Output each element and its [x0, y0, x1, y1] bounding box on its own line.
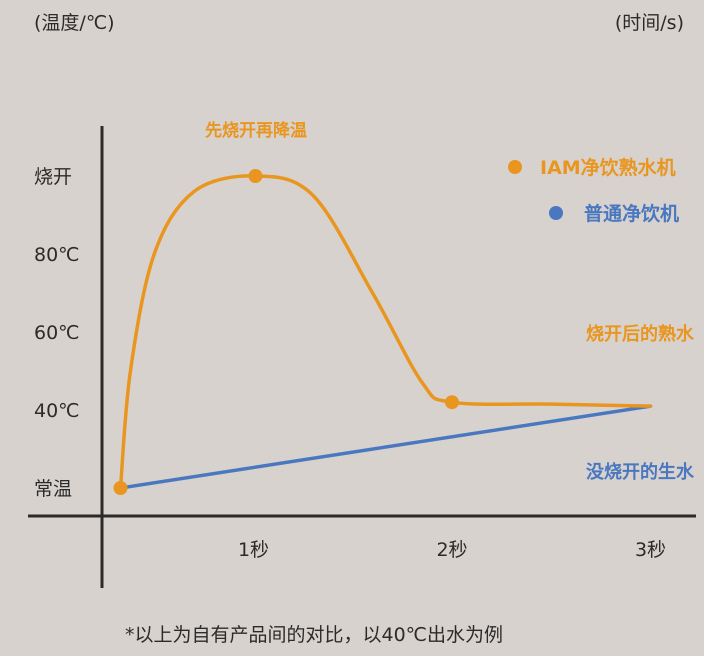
legend: IAM净饮熟水机 普通净饮机 [508, 156, 679, 225]
x-tick-label: 1秒 [238, 539, 269, 561]
data-point [113, 481, 128, 495]
series-line-1 [118, 404, 653, 490]
x-tick-label: 3秒 [635, 539, 666, 561]
y-tick-label: 烧开 [34, 166, 72, 188]
x-tick-label: 2秒 [436, 539, 467, 561]
annotation-peak: 先烧开再降温 [205, 120, 307, 141]
y-tick-label: 60℃ [34, 322, 80, 344]
y-tick-label: 40℃ [34, 400, 80, 422]
legend-marker-normal [549, 206, 563, 220]
legend-label-iam: IAM净饮熟水机 [540, 156, 676, 179]
annotation-raw-water: 没烧开的生水 [586, 461, 695, 483]
x-axis-label: (时间/s) [615, 12, 684, 34]
annotation-boiled-water: 烧开后的熟水 [586, 323, 695, 345]
series-line-0 [118, 174, 653, 490]
data-point [248, 169, 263, 183]
footnote: *以上为自有产品间的对比，以40℃出水为例 [125, 624, 503, 646]
y-tick-label: 80℃ [34, 244, 80, 266]
y-axis-label: (温度/℃) [34, 12, 115, 34]
legend-label-normal: 普通净饮机 [584, 202, 679, 225]
data-point [445, 395, 459, 410]
legend-marker-iam [508, 160, 522, 174]
y-tick-label: 常温 [34, 478, 72, 500]
